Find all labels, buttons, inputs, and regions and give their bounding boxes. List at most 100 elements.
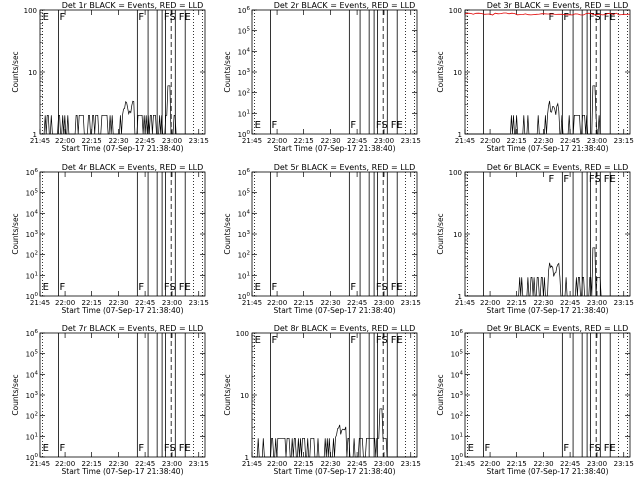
flag-label: E [255,335,261,346]
x-tick-label: 22:45 [135,137,155,145]
flag-label: F [563,12,569,23]
y-tick-label: 106 [238,6,251,15]
y-tick-label: 10 [240,392,249,400]
plot-frame [251,332,418,458]
x-tick-label: 23:00 [374,460,394,468]
flag-label: F [271,120,277,131]
x-tick-label: 23:15 [401,460,421,468]
y-tick-label: 10 [453,231,462,239]
x-tick-label: 22:00 [267,299,287,307]
x-tick-label: 23:00 [587,460,607,468]
y-axis-label: Counts/sec [436,374,445,415]
flag-label: FE [179,12,191,23]
x-tick-label: 22:45 [135,299,155,307]
panel-title: Det 2r BLACK = Events, RED = LLD [274,1,416,10]
x-tick-label: 22:15 [294,460,314,468]
x-tick-label: 22:30 [533,460,553,468]
flag-label: FS [164,282,176,293]
events-series [465,85,630,135]
y-tick-label: 103 [26,391,39,400]
y-axis-label: Counts/sec [436,51,445,92]
x-axis-label: Start Time (07-Sep-17 21:38:40) [274,306,396,315]
x-axis-label: Start Time (07-Sep-17 21:38:40) [274,144,396,153]
flag-label: FS [589,443,601,454]
x-tick-label: 23:15 [189,460,209,468]
x-tick-label: 23:00 [587,137,607,145]
y-tick-label: 101 [238,271,250,280]
y-tick-label: 105 [238,27,251,36]
x-tick-label: 23:00 [162,460,182,468]
flag-label: F [563,174,569,185]
plot-frame [39,171,206,297]
y-tick-label: 101 [451,432,463,441]
flag-label: E [255,282,261,293]
panel-det-4: Det 4r BLACK = Events, RED = LLD Counts/s… [11,163,209,315]
x-tick-label: 22:00 [267,460,287,468]
x-tick-label: 22:00 [55,299,75,307]
x-axis-label: Start Time (07-Sep-17 21:38:40) [487,144,609,153]
x-tick-label: 22:00 [480,137,500,145]
x-tick-label: 23:15 [401,299,421,307]
panel-det-7: Det 7r BLACK = Events, RED = LLD Counts/s… [11,324,209,476]
y-axis-label: Counts/sec [223,51,232,92]
x-tick-label: 22:30 [320,299,340,307]
y-axis-label: Counts/sec [223,374,232,415]
flag-label: E [43,12,49,23]
flag-label: FS [589,12,601,23]
y-tick-label: 102 [451,412,463,421]
x-axis-label: Start Time (07-Sep-17 21:38:40) [487,467,609,476]
y-tick-label: 100 [238,130,251,139]
plot-frame [464,332,631,458]
x-tick-label: 22:45 [560,299,580,307]
flag-label: FE [604,12,616,23]
y-tick-label: 106 [451,329,464,338]
x-tick-label: 22:30 [108,137,128,145]
y-tick-label: 104 [26,370,39,379]
y-tick-label: 102 [238,251,250,260]
flag-label: F [484,443,490,454]
x-tick-label: 22:00 [55,137,75,145]
x-tick-label: 22:15 [82,460,102,468]
flag-label: E [43,443,49,454]
x-tick-label: 21:45 [455,460,475,468]
panel-title: Det 9r BLACK = Events, RED = LLD [487,324,629,333]
x-tick-label: 22:00 [55,460,75,468]
y-tick-label: 106 [238,168,251,177]
flag-label: FE [391,335,403,346]
y-tick-label: 102 [26,412,38,421]
x-tick-label: 23:15 [614,299,634,307]
y-tick-label: 104 [26,209,39,218]
y-tick-label: 105 [26,350,39,359]
y-tick-label: 102 [26,251,38,260]
x-tick-label: 21:45 [30,460,50,468]
x-tick-label: 21:45 [30,137,50,145]
x-tick-label: 21:45 [242,460,262,468]
x-tick-label: 22:45 [347,460,367,468]
y-tick-label: 101 [26,432,38,441]
x-tick-label: 23:00 [374,299,394,307]
flag-label: F [549,12,555,23]
flag-label: FS [376,282,388,293]
y-axis-label: Counts/sec [436,213,445,254]
x-tick-label: 22:30 [108,460,128,468]
x-axis-label: Start Time (07-Sep-17 21:38:40) [62,467,184,476]
y-tick-label: 1 [458,293,462,301]
flag-label: F [549,174,555,185]
x-tick-label: 23:15 [614,460,634,468]
y-axis-label: Counts/sec [223,213,232,254]
x-tick-label: 21:45 [242,299,262,307]
flag-label: FS [376,120,388,131]
flag-label: FE [604,443,616,454]
flag-label: F [350,282,356,293]
panel-title: Det 6r BLACK = Events, RED = LLD [487,163,629,172]
panel-det-1: Det 1r BLACK = Events, RED = LLD Counts/s… [11,1,209,153]
flag-label: FS [164,443,176,454]
y-tick-label: 100 [236,330,249,338]
flag-label: E [255,120,261,131]
x-tick-label: 22:45 [347,137,367,145]
x-tick-label: 22:30 [320,460,340,468]
panel-det-9: Det 9r BLACK = Events, RED = LLD Counts/s… [436,324,634,476]
x-axis-label: Start Time (07-Sep-17 21:38:40) [62,306,184,315]
y-tick-label: 101 [26,271,38,280]
x-tick-label: 22:15 [507,137,527,145]
